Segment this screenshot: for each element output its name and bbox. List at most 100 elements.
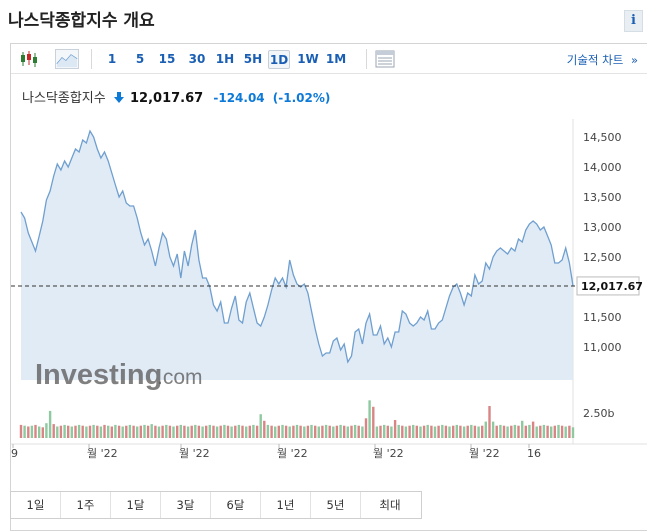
- down-arrow-icon: [113, 92, 124, 103]
- volume-bar: [455, 424, 458, 438]
- volume-bar: [430, 425, 433, 438]
- y-tick-label: 12,500: [583, 251, 622, 264]
- volume-bar: [190, 425, 193, 438]
- volume-bar: [397, 424, 400, 438]
- price-area: [21, 131, 573, 380]
- volume-bar: [281, 424, 284, 438]
- volume-bar: [299, 425, 302, 438]
- volume-bar: [357, 425, 360, 438]
- range-button-1[interactable]: 1주: [61, 492, 111, 518]
- period-button-1h[interactable]: 1H: [215, 52, 235, 66]
- range-button-0[interactable]: 1일: [11, 492, 61, 518]
- volume-bar: [245, 426, 248, 438]
- y-tick-label: 13,000: [583, 221, 622, 234]
- period-button-1m[interactable]: 1M: [325, 52, 347, 66]
- volume-bar: [517, 425, 520, 438]
- volume-bar: [270, 425, 273, 438]
- volume-bar: [136, 426, 139, 438]
- volume-bar: [274, 426, 277, 438]
- volume-bar: [433, 426, 437, 438]
- period-button-1d[interactable]: 1D: [268, 50, 290, 69]
- volume-bar: [499, 424, 502, 438]
- volume-bar: [361, 426, 364, 438]
- volume-bar: [510, 425, 513, 438]
- x-tick-label: 월 '22: [277, 447, 308, 460]
- volume-bar: [553, 425, 556, 438]
- period-button-5[interactable]: 5: [135, 52, 145, 66]
- instrument-name: 나스닥종합지수: [22, 91, 106, 106]
- x-tick-label: 월 '22: [469, 447, 500, 460]
- investing-watermark: Investing: [35, 359, 162, 391]
- volume-bar: [477, 426, 480, 438]
- volume-bar: [564, 426, 567, 438]
- period-button-5h[interactable]: 5H: [243, 52, 263, 66]
- volume-bar: [404, 426, 408, 438]
- volume-bar: [88, 425, 92, 438]
- price-chart[interactable]: Investing.com 14,500 14,000 13,500 13,000 12,…: [11, 44, 647, 489]
- volume-bar: [310, 424, 313, 438]
- volume-bar: [186, 426, 190, 438]
- period-button-15[interactable]: 15: [158, 52, 176, 66]
- volume-bar: [466, 425, 469, 438]
- volume-bar: [495, 425, 498, 438]
- volume-bar: [292, 425, 295, 438]
- double-chevron-right-icon: »: [630, 53, 638, 67]
- range-button-7[interactable]: 최대: [379, 498, 401, 512]
- range-button-5[interactable]: 1년: [261, 492, 311, 518]
- volume-bar: [531, 421, 535, 438]
- volume-bar: [317, 426, 320, 438]
- volume-bar: [441, 424, 444, 438]
- volume-bar: [74, 425, 77, 438]
- x-tick-label: 월 '22: [87, 447, 118, 460]
- table-icon[interactable]: [375, 49, 395, 69]
- volume-bar: [288, 426, 291, 438]
- x-tick-label: 월 '22: [373, 447, 404, 460]
- volume-bar: [571, 427, 575, 438]
- volume-bar: [542, 424, 546, 438]
- toolbar-separator: [91, 49, 92, 69]
- technical-chart-link[interactable]: 기술적 차트 »: [567, 52, 638, 68]
- volume-bar: [524, 425, 527, 438]
- volume-bar: [165, 424, 168, 438]
- volume-bar: [154, 425, 157, 438]
- volume-bar: [321, 425, 324, 438]
- volume-bar: [161, 425, 164, 438]
- volume-bar: [157, 426, 161, 438]
- info-button[interactable]: i: [624, 10, 643, 32]
- volume-bar: [234, 425, 237, 438]
- volume-bar: [125, 425, 128, 438]
- area-chart-icon[interactable]: [55, 49, 79, 69]
- volume-bar: [332, 426, 335, 438]
- period-button-1w[interactable]: 1W: [297, 52, 319, 66]
- volume-bar: [172, 426, 175, 438]
- range-button-6[interactable]: 5년: [311, 492, 361, 518]
- volume-bar: [379, 425, 382, 438]
- volume-bar: [560, 425, 564, 438]
- candlestick-icon[interactable]: [19, 49, 39, 69]
- volume-bar: [205, 425, 208, 438]
- volume-bar: [219, 425, 222, 438]
- volume-bar: [462, 426, 466, 438]
- period-button-1[interactable]: 1: [107, 52, 117, 66]
- volume-bar: [226, 425, 230, 438]
- volume-bar: [45, 423, 48, 438]
- range-button-3[interactable]: 3달: [161, 492, 211, 518]
- volume-bar: [34, 424, 37, 438]
- volume-bar: [415, 425, 418, 438]
- range-button-2[interactable]: 1달: [111, 492, 161, 518]
- technical-chart-label: 기술적 차트: [566, 53, 624, 67]
- volume-bar: [346, 426, 349, 438]
- volume-bar: [259, 414, 262, 438]
- volume-bar: [383, 424, 386, 438]
- volume-bar: [248, 425, 251, 438]
- volume-bar: [328, 425, 331, 438]
- range-button-4[interactable]: 6달: [211, 492, 261, 518]
- volume-bar: [481, 425, 484, 438]
- volume-bar: [521, 420, 524, 438]
- volume-bar: [393, 420, 397, 438]
- period-button-30[interactable]: 30: [188, 52, 206, 66]
- volume-bar: [208, 424, 211, 438]
- volume-bar: [353, 424, 357, 438]
- volume-bar: [128, 424, 132, 438]
- volume-bar: [146, 425, 150, 438]
